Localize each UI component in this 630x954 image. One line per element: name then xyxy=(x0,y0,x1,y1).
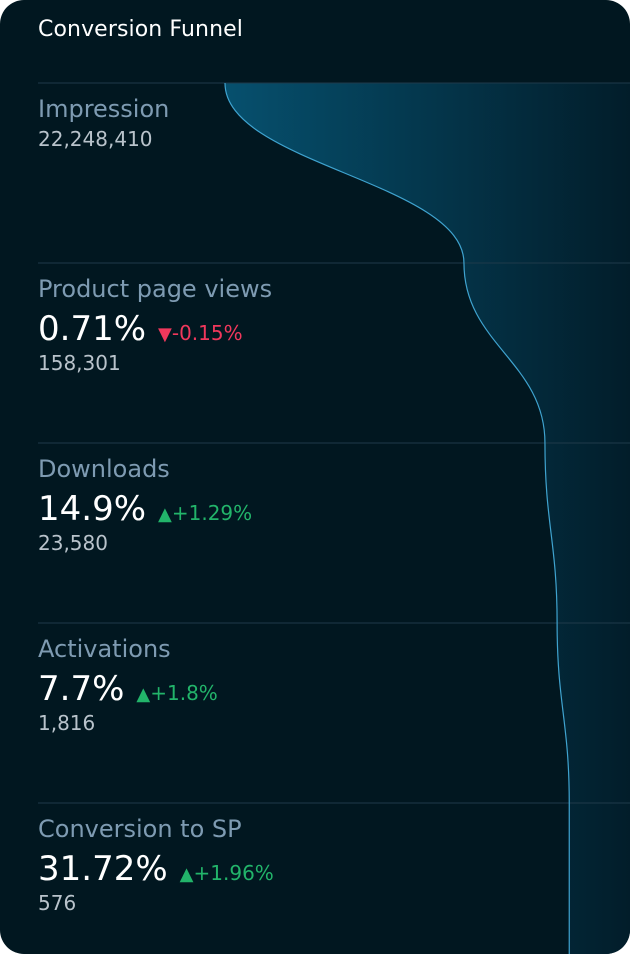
funnel-edge-line xyxy=(224,82,570,954)
conversion-rate: 0.71% xyxy=(38,309,147,349)
stage-count: 158,301 xyxy=(38,351,121,375)
stage-label: Activations xyxy=(38,635,171,663)
change-down-badge: ▼-0.15% xyxy=(158,321,243,345)
funnel-area xyxy=(225,83,630,954)
stage-count: 576 xyxy=(38,891,77,915)
change-up-badge: ▲+1.8% xyxy=(136,681,217,705)
stage-label: Impression xyxy=(38,95,170,123)
funnel-stage: Downloads 14.9% ▲+1.29% 23,580 xyxy=(38,455,252,555)
stage-count: 1,816 xyxy=(38,711,96,735)
conversion-rate: 31.72% xyxy=(38,849,168,889)
stage-metric-row: 31.72% ▲+1.96% xyxy=(38,849,274,889)
conversion-rate: 7.7% xyxy=(38,669,125,709)
funnel-stage: Product page views 0.71% ▼-0.15% 158,301 xyxy=(38,275,272,375)
stage-label: Conversion to SP xyxy=(38,815,242,843)
change-value: +1.96% xyxy=(193,861,274,885)
change-value: +1.29% xyxy=(171,501,253,525)
stage-count: 23,580 xyxy=(38,531,108,555)
change-value: +1.8% xyxy=(150,681,218,705)
triangle-down-icon: ▼ xyxy=(158,324,172,345)
change-up-badge: ▲+1.29% xyxy=(158,501,252,525)
funnel-stage: Impression 22,248,410 xyxy=(38,95,169,151)
change-up-badge: ▲+1.96% xyxy=(180,861,274,885)
triangle-up-icon: ▲ xyxy=(136,684,151,705)
stage-label: Downloads xyxy=(38,455,170,483)
triangle-up-icon: ▲ xyxy=(158,504,172,525)
stage-metric-row: 7.7% ▲+1.8% xyxy=(38,669,218,709)
conversion-rate: 14.9% xyxy=(38,489,147,529)
triangle-up-icon: ▲ xyxy=(179,864,194,885)
stage-metric-row: 14.9% ▲+1.29% xyxy=(38,489,252,529)
stage-label: Product page views xyxy=(38,275,273,303)
funnel-stage: Activations 7.7% ▲+1.8% 1,816 xyxy=(38,635,218,735)
chart-title: Conversion Funnel xyxy=(38,17,243,42)
stage-metric-row: 0.71% ▼-0.15% xyxy=(38,309,272,349)
funnel-stage: Conversion to SP 31.72% ▲+1.96% 576 xyxy=(38,815,274,915)
change-value: -0.15% xyxy=(171,321,243,345)
stage-count: 22,248,410 xyxy=(38,127,153,151)
